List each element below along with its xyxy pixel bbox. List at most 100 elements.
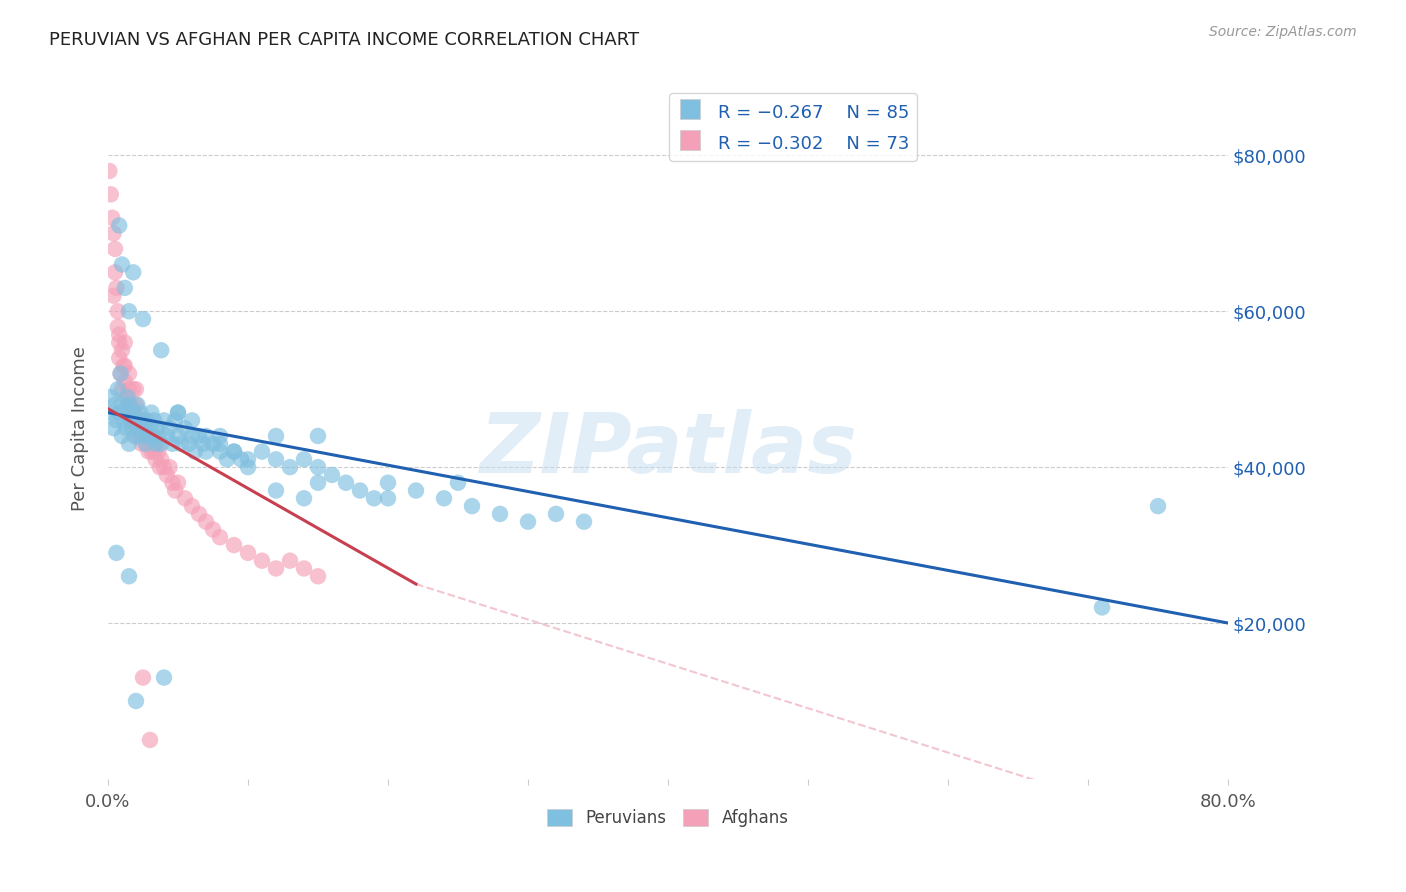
Point xyxy=(236,452,259,467)
Point xyxy=(139,421,162,435)
Point xyxy=(101,211,124,225)
Point xyxy=(433,491,456,506)
Point xyxy=(125,398,148,412)
Point xyxy=(132,671,155,685)
Point xyxy=(127,398,149,412)
Point xyxy=(208,436,231,450)
Point xyxy=(117,390,139,404)
Point xyxy=(222,538,245,552)
Point xyxy=(136,413,159,427)
Point xyxy=(181,429,204,443)
Point xyxy=(148,444,170,458)
Legend: Peruvians, Afghans: Peruvians, Afghans xyxy=(541,802,796,834)
Point xyxy=(124,429,146,443)
Point xyxy=(165,413,187,427)
Point xyxy=(110,367,132,381)
Point xyxy=(188,429,211,443)
Point xyxy=(1091,600,1114,615)
Point xyxy=(108,327,131,342)
Point xyxy=(153,413,176,427)
Point xyxy=(181,499,204,513)
Point xyxy=(489,507,512,521)
Point xyxy=(121,398,143,412)
Point xyxy=(114,359,136,373)
Point xyxy=(184,444,207,458)
Point xyxy=(134,421,156,435)
Point xyxy=(114,281,136,295)
Point xyxy=(167,406,190,420)
Point xyxy=(159,421,181,435)
Point xyxy=(156,429,179,443)
Point xyxy=(118,304,141,318)
Point xyxy=(141,406,163,420)
Point xyxy=(193,436,215,450)
Point xyxy=(195,429,218,443)
Point xyxy=(105,281,128,295)
Point xyxy=(377,491,399,506)
Point xyxy=(264,483,287,498)
Point xyxy=(112,413,135,427)
Point xyxy=(110,367,132,381)
Point xyxy=(125,413,148,427)
Point xyxy=(208,444,231,458)
Point xyxy=(103,421,125,435)
Point xyxy=(143,413,166,427)
Point xyxy=(128,413,150,427)
Point xyxy=(108,406,131,420)
Point xyxy=(222,444,245,458)
Point xyxy=(170,436,193,450)
Point xyxy=(138,429,160,443)
Point xyxy=(236,460,259,475)
Point xyxy=(156,467,179,482)
Point xyxy=(118,382,141,396)
Point xyxy=(150,343,173,358)
Point xyxy=(114,406,136,420)
Point xyxy=(125,694,148,708)
Point xyxy=(125,413,148,427)
Point xyxy=(105,546,128,560)
Point xyxy=(461,499,484,513)
Point xyxy=(125,382,148,396)
Point xyxy=(264,452,287,467)
Point xyxy=(195,515,218,529)
Text: Source: ZipAtlas.com: Source: ZipAtlas.com xyxy=(1209,25,1357,39)
Point xyxy=(181,413,204,427)
Point xyxy=(572,515,595,529)
Point xyxy=(98,164,121,178)
Point xyxy=(208,530,231,544)
Point xyxy=(141,444,163,458)
Point xyxy=(307,460,329,475)
Point xyxy=(135,436,157,450)
Point xyxy=(363,491,385,506)
Point xyxy=(105,413,128,427)
Text: ZIPatlas: ZIPatlas xyxy=(479,409,856,490)
Point xyxy=(118,398,141,412)
Point xyxy=(201,523,224,537)
Point xyxy=(115,390,138,404)
Point xyxy=(118,569,141,583)
Point xyxy=(108,219,131,233)
Point xyxy=(292,491,315,506)
Point xyxy=(278,554,301,568)
Point xyxy=(292,561,315,575)
Point xyxy=(100,390,122,404)
Point xyxy=(111,398,134,412)
Point xyxy=(278,460,301,475)
Point xyxy=(447,475,470,490)
Point xyxy=(131,436,153,450)
Point xyxy=(517,515,540,529)
Point xyxy=(114,375,136,389)
Point xyxy=(146,421,169,435)
Point xyxy=(162,475,184,490)
Point xyxy=(1147,499,1170,513)
Point xyxy=(159,460,181,475)
Point xyxy=(108,335,131,350)
Point xyxy=(103,227,125,241)
Point xyxy=(149,460,172,475)
Point xyxy=(104,398,127,412)
Point xyxy=(128,421,150,435)
Point xyxy=(104,242,127,256)
Point xyxy=(112,359,135,373)
Point xyxy=(146,436,169,450)
Point xyxy=(167,406,190,420)
